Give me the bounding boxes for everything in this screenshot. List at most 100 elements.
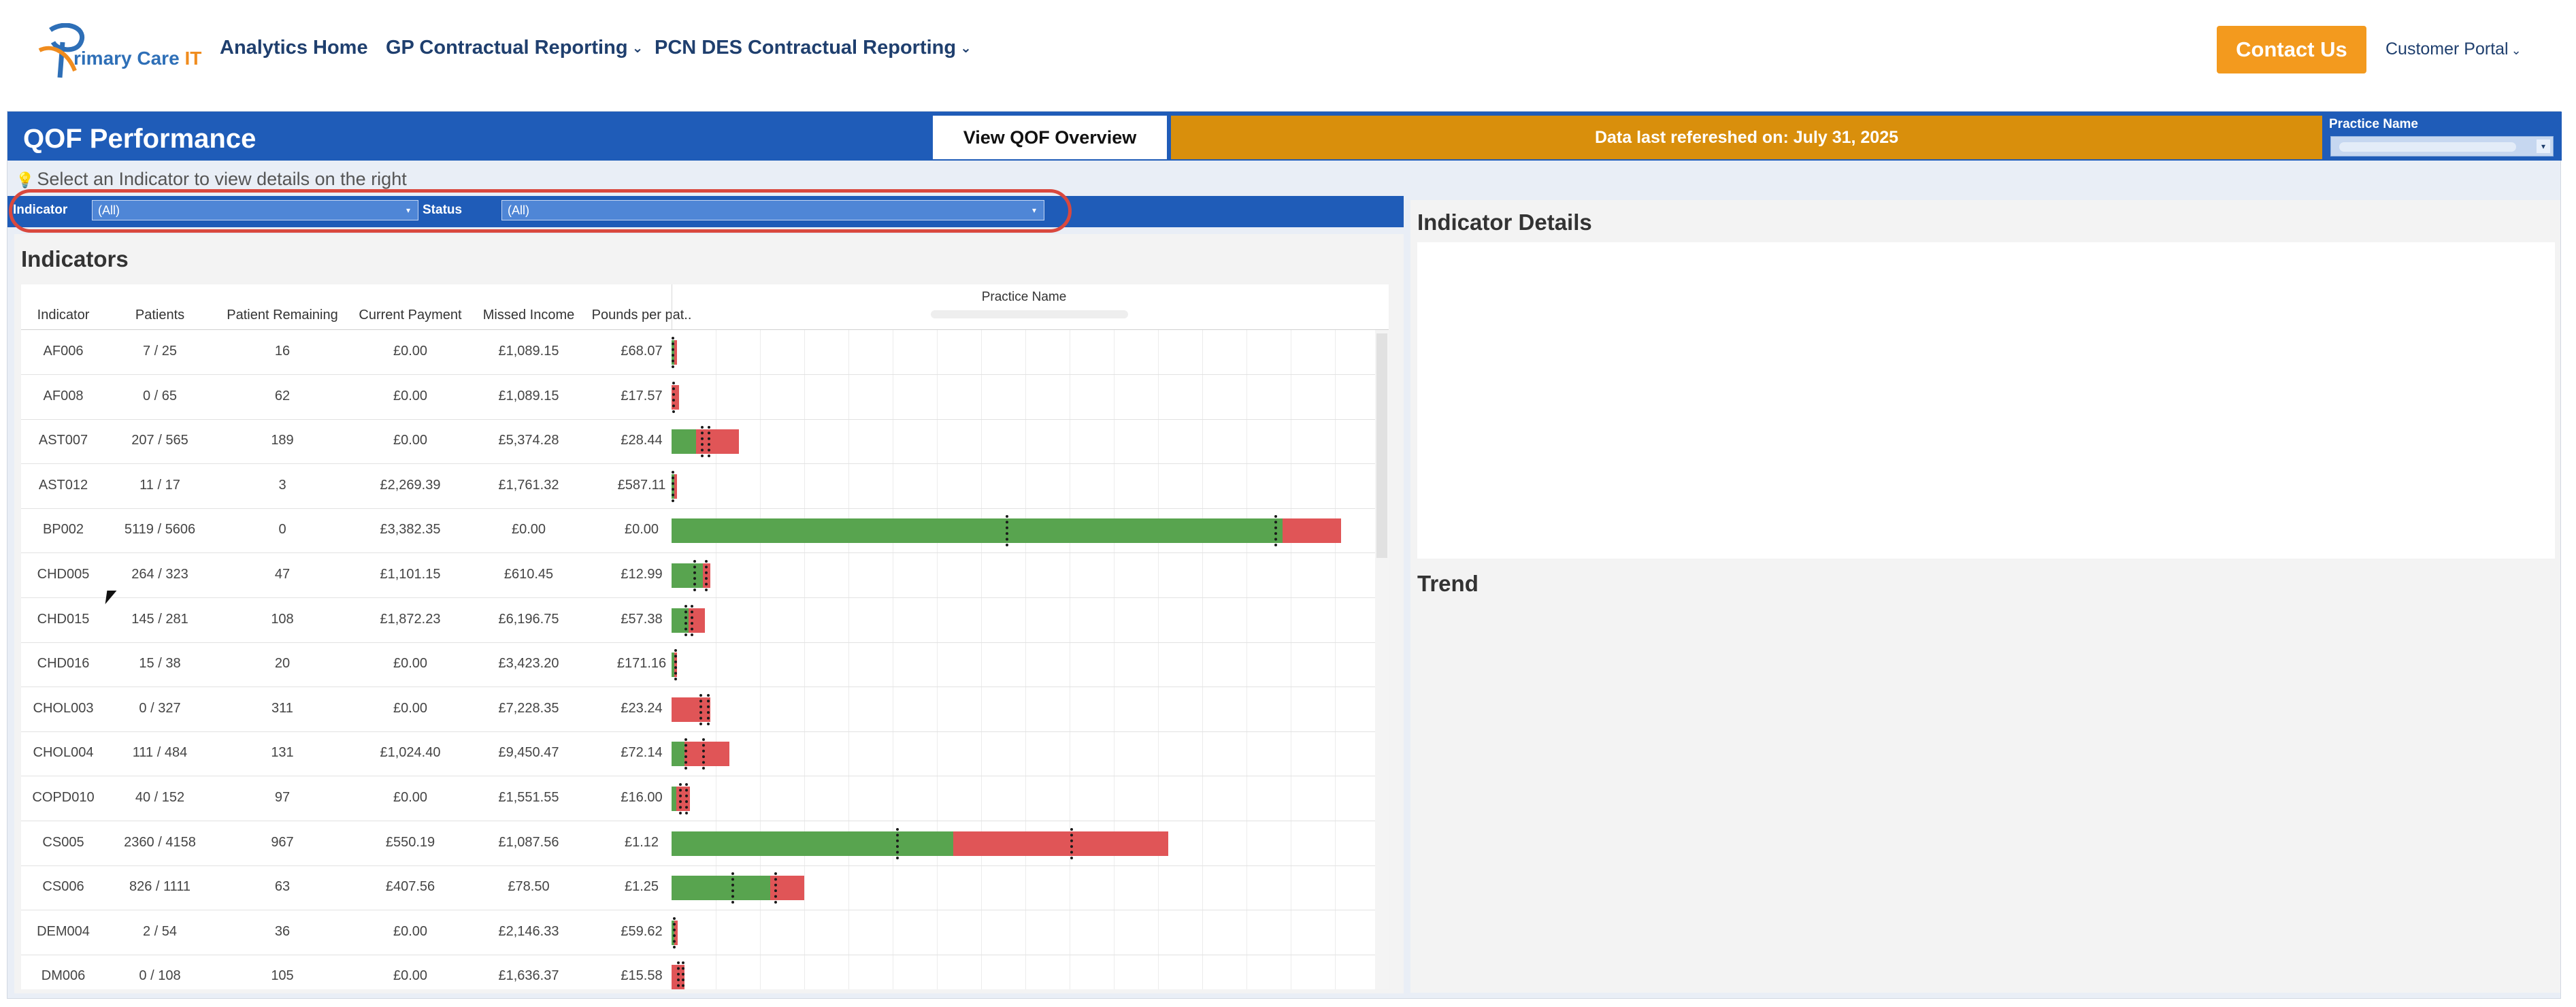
missed-bar[interactable] — [672, 384, 680, 410]
cell-pounds-per-patient: £23.24 — [621, 700, 663, 716]
cell-patients: 2360 / 4158 — [124, 834, 196, 850]
customer-portal-menu[interactable]: Customer Portal ⌄ — [2385, 39, 2522, 59]
missed-bar[interactable] — [1283, 518, 1341, 544]
contact-us-button[interactable]: Contact Us — [2217, 26, 2366, 73]
cell-indicator: DEM004 — [37, 923, 90, 939]
gridline — [760, 330, 761, 989]
achieved-bar[interactable] — [672, 920, 674, 945]
achieved-bar[interactable] — [672, 787, 677, 811]
table-row[interactable]: COPD010 40 / 152 97 £0.00 £1,551.55 £16.00 — [21, 776, 1375, 821]
indicator-details-title: Indicator Details — [1417, 210, 1592, 235]
table-row[interactable]: DEM004 2 / 54 36 £0.00 £2,146.33 £59.62 — [21, 910, 1375, 955]
practice-name-filter[interactable]: Practice Name ▾ — [2325, 116, 2558, 159]
missed-bar[interactable] — [953, 831, 1168, 856]
indicators-panel: Indicators Indicator Patients Patient Re… — [14, 234, 1404, 993]
table-row[interactable]: CS006 826 / 1111 63 £407.56 £78.50 £1.25 — [21, 865, 1375, 911]
cell-patient-remaining: 108 — [271, 611, 294, 627]
column-header-indicator[interactable]: Indicator — [37, 308, 90, 323]
column-header-patients[interactable]: Patients — [135, 308, 185, 323]
redacted-practice-name — [931, 310, 1128, 318]
threshold-marker — [699, 693, 702, 725]
column-header-pounds-per-patient[interactable]: Pounds per pat.. — [591, 308, 692, 323]
achieved-bar[interactable] — [672, 653, 674, 678]
cell-patient-remaining: 20 — [274, 656, 291, 672]
cell-indicator: AF008 — [43, 388, 84, 403]
table-row[interactable]: AF006 7 / 25 16 £0.00 £1,089.15 £68.07 — [21, 330, 1375, 375]
threshold-marker — [672, 337, 674, 368]
dashboard-title-bar: QOF Performance View QOF Overview Data l… — [7, 112, 2562, 161]
cell-patients: 145 / 281 — [131, 611, 188, 627]
cell-pounds-per-patient: £68.07 — [621, 344, 663, 359]
nav-pcn-des-contractual-reporting[interactable]: PCN DES Contractual Reporting ⌄ — [655, 37, 972, 59]
threshold-marker — [731, 872, 734, 904]
chevron-down-icon: ⌄ — [2511, 44, 2522, 57]
threshold-marker — [672, 470, 674, 502]
table-row[interactable]: DM006 0 / 108 105 £0.00 £1,636.37 £15.58 — [21, 955, 1375, 989]
page-title: QOF Performance — [23, 124, 257, 154]
cell-current-payment: £1,101.15 — [380, 567, 441, 582]
dropdown-arrow-icon: ▾ — [1031, 205, 1037, 215]
threshold-marker — [684, 738, 688, 770]
threshold-marker — [701, 426, 704, 458]
achieved-bar[interactable] — [672, 831, 954, 856]
missed-bar[interactable] — [674, 474, 677, 499]
threshold-marker — [691, 604, 694, 636]
table-row[interactable]: CHD005 264 / 323 47 £1,101.15 £610.45 £12.99 — [21, 553, 1375, 598]
column-header-current-payment[interactable]: Current Payment — [359, 308, 462, 323]
cell-current-payment: £2,269.39 — [380, 477, 441, 493]
indicator-filter-select[interactable]: (All) ▾ — [92, 200, 418, 220]
missed-bar[interactable] — [672, 697, 711, 722]
achieved-bar[interactable] — [672, 742, 685, 767]
table-row[interactable]: CS005 2360 / 4158 967 £550.19 £1,087.56 £1.12 — [21, 821, 1375, 866]
cell-indicator: CHD016 — [37, 656, 90, 672]
trend-title: Trend — [1417, 571, 1479, 596]
cell-indicator: AST012 — [38, 477, 88, 493]
table-row[interactable]: CHOL003 0 / 327 311 £0.00 £7,228.35 £23.24 — [21, 687, 1375, 732]
table-row[interactable]: AF008 0 / 65 62 £0.00 £1,089.15 £17.57 — [21, 375, 1375, 420]
cell-patient-remaining: 97 — [274, 790, 291, 805]
cell-current-payment: £0.00 — [393, 968, 428, 984]
scrollbar-thumb[interactable] — [1376, 333, 1387, 558]
table-row[interactable]: AST007 207 / 565 189 £0.00 £5,374.28 £28.44 — [21, 419, 1375, 465]
missed-bar[interactable] — [684, 742, 729, 767]
column-header-patient-remaining[interactable]: Patient Remaining — [227, 308, 338, 323]
cell-patient-remaining: 131 — [271, 745, 294, 761]
status-filter-label: Status — [423, 203, 463, 217]
cell-patient-remaining: 3 — [278, 477, 286, 493]
table-row[interactable]: CHD015 145 / 281 108 £1,872.23 £6,196.75 £57.… — [21, 598, 1375, 643]
practice-name-select[interactable]: ▾ — [2330, 136, 2554, 156]
table-row[interactable]: BP002 5119 / 5606 0 £3,382.35 £0.00 £0.00 — [21, 508, 1375, 554]
cell-patients: 7 / 25 — [142, 344, 178, 359]
primary-care-it-logo[interactable]: rimary Care IT — [33, 23, 203, 80]
achieved-bar[interactable] — [672, 563, 704, 588]
table-row[interactable]: CHD016 15 / 38 20 £0.00 £3,423.20 £171.16 — [21, 642, 1375, 688]
cell-patients: 111 / 484 — [132, 745, 188, 761]
cell-missed-income: £3,423.20 — [498, 656, 559, 672]
missed-bar[interactable] — [674, 340, 677, 365]
status-filter-value: (All) — [508, 203, 529, 217]
nav-gp-contractual-reporting[interactable]: GP Contractual Reporting ⌄ — [386, 37, 644, 59]
achieved-bar[interactable] — [672, 429, 697, 455]
cell-patients: 0 / 108 — [139, 968, 181, 984]
missed-bar[interactable] — [674, 920, 678, 945]
achieved-bar[interactable] — [672, 876, 770, 901]
column-header-missed-income[interactable]: Missed Income — [482, 308, 575, 323]
cell-patient-remaining: 63 — [274, 879, 291, 895]
table-row[interactable]: AST012 11 / 17 3 £2,269.39 £1,761.32 £587.11 — [21, 464, 1375, 509]
cell-missed-income: £9,450.47 — [498, 745, 559, 761]
data-refresh-banner: Data last refereshed on: July 31, 2025 — [1171, 116, 2322, 159]
cell-pounds-per-patient: £587.11 — [617, 477, 666, 493]
dropdown-arrow-icon: ▾ — [2537, 139, 2550, 153]
nav-analytics-home[interactable]: Analytics Home — [220, 37, 368, 59]
cell-indicator: CHD015 — [37, 611, 90, 627]
achieved-bar[interactable] — [672, 518, 1283, 544]
logo-ribbon-icon — [38, 23, 84, 78]
view-qof-overview-button[interactable]: View QOF Overview — [933, 116, 1167, 159]
gridline — [804, 330, 805, 989]
highlight-annotation-ellipse — [9, 189, 1072, 233]
table-row[interactable]: CHOL004 111 / 484 131 £1,024.40 £9,450.47 £72… — [21, 731, 1375, 777]
cell-indicator: CHOL004 — [33, 745, 94, 761]
chart-header-title: Practice Name — [981, 290, 1067, 304]
gridline — [1246, 330, 1247, 989]
status-filter-select[interactable]: (All) ▾ — [501, 200, 1044, 220]
